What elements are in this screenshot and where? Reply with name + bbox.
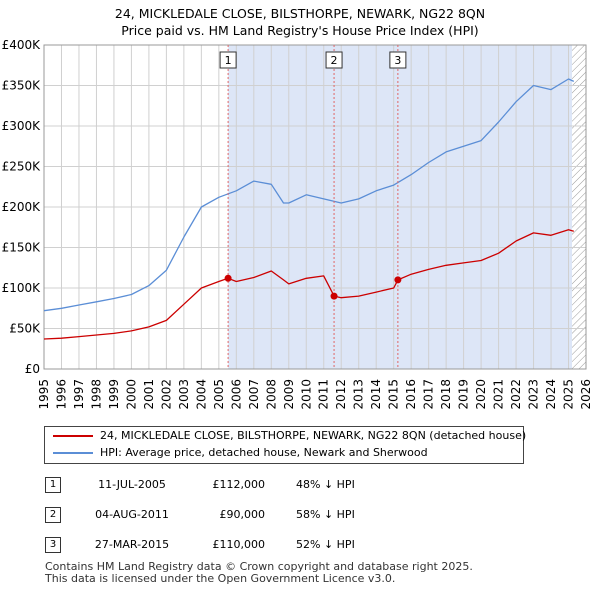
- x-tick-label: 2026: [579, 379, 593, 410]
- sale-number-badge: 2: [45, 507, 61, 523]
- sale-hpi-diff: 58% ↓ HPI: [296, 508, 355, 521]
- chart-legend: 24, MICKLEDALE CLOSE, BILSTHORPE, NEWARK…: [44, 426, 527, 464]
- y-tick-label: £50K: [9, 322, 41, 336]
- y-tick-label: £150K: [2, 241, 42, 255]
- footer-copyright: Contains HM Land Registry data © Crown c…: [45, 560, 473, 573]
- x-tick-label: 2016: [404, 379, 418, 410]
- x-tick-label: 2025: [562, 379, 576, 410]
- x-tick-label: 1996: [54, 379, 68, 410]
- sale-row: 3 27-MAR-2015 £110,000 52% ↓ HPI: [0, 537, 600, 557]
- chart-subtitle: Price paid vs. HM Land Registry's House …: [121, 23, 479, 38]
- x-tick-label: 2017: [422, 379, 436, 410]
- footer-licence: This data is licensed under the Open Gov…: [45, 572, 396, 585]
- price-chart: £0 £50K £100K £150K £200K £250K £300K £350K £400…: [2, 38, 593, 410]
- legend-swatch-property: [53, 435, 93, 437]
- sale-marker-box: [325, 51, 343, 69]
- x-tick-label: 2014: [369, 379, 383, 410]
- x-tick-label: 1995: [37, 379, 51, 410]
- x-tick-label: 2022: [509, 379, 523, 410]
- x-tick-label: 2003: [177, 379, 191, 410]
- property-price-line: [43, 229, 574, 340]
- y-tick-label: £0: [25, 362, 40, 376]
- x-tick-label: 2012: [334, 379, 348, 410]
- y-tick-label: £400K: [2, 38, 42, 52]
- x-tick-label: 2005: [212, 379, 226, 410]
- sale-price: £112,000: [212, 478, 266, 491]
- sale-marker-label: 2: [331, 54, 338, 67]
- sale-hpi-diff: 48% ↓ HPI: [296, 478, 355, 491]
- sale-marker-box: [219, 51, 237, 69]
- x-tick-label: 2021: [492, 379, 506, 410]
- x-tick-label: 1999: [107, 379, 121, 410]
- hpi-line: [43, 78, 575, 312]
- y-tick-label: £300K: [2, 119, 42, 133]
- x-tick-label: 2001: [142, 379, 156, 410]
- sale-marker-label: 3: [394, 54, 401, 67]
- x-tick-label: 2000: [124, 379, 138, 410]
- x-tick-label: 2006: [229, 379, 243, 410]
- sale-price: £90,000: [219, 508, 266, 521]
- legend-label-property: 24, MICKLEDALE CLOSE, BILSTHORPE, NEWARK…: [100, 429, 527, 442]
- sale-row: 2 04-AUG-2011 £90,000 58% ↓ HPI: [0, 507, 600, 527]
- x-tick-label: 2020: [474, 379, 488, 410]
- x-tick-label: 2004: [194, 379, 208, 410]
- x-tick-label: 2009: [282, 379, 296, 410]
- x-tick-label: 2007: [247, 379, 261, 410]
- legend-swatch-hpi: [53, 452, 93, 454]
- y-tick-label: £350K: [2, 79, 42, 93]
- x-tick-label: 2018: [439, 379, 453, 410]
- sale-point: [224, 274, 232, 282]
- sale-date: 04-AUG-2011: [95, 508, 169, 521]
- x-tick-label: 2011: [317, 379, 331, 410]
- sale-hpi-diff: 52% ↓ HPI: [296, 538, 355, 551]
- y-tick-label: £250K: [2, 160, 42, 174]
- x-tick-label: 2002: [159, 379, 173, 410]
- sale-point: [394, 276, 402, 284]
- legend-label-hpi: HPI: Average price, detached house, Newa…: [100, 446, 428, 459]
- sale-marker-box: [389, 51, 407, 69]
- x-tick-label: 2010: [299, 379, 313, 410]
- sale-marker-label: 1: [225, 54, 232, 67]
- sale-number-badge: 1: [45, 477, 61, 493]
- sale-date: 27-MAR-2015: [94, 538, 170, 551]
- y-tick-label: £200K: [2, 200, 42, 214]
- sale-number-badge: 3: [45, 537, 61, 553]
- x-tick-label: 2008: [264, 379, 278, 410]
- y-tick-label: £100K: [2, 281, 42, 295]
- x-tick-label: 2023: [527, 379, 541, 410]
- sale-point: [330, 292, 338, 300]
- sale-row: 1 11-JUL-2005 £112,000 48% ↓ HPI: [0, 477, 600, 497]
- x-tick-label: 2013: [352, 379, 366, 410]
- sale-date: 11-JUL-2005: [98, 478, 166, 491]
- plot-frame: [43, 44, 587, 370]
- chart-title: 24, MICKLEDALE CLOSE, BILSTHORPE, NEWARK…: [114, 6, 486, 21]
- x-tick-label: 1998: [89, 379, 103, 410]
- x-tick-label: 1997: [72, 379, 86, 410]
- sale-price: £110,000: [212, 538, 266, 551]
- x-tick-label: 2024: [544, 379, 558, 410]
- x-tick-label: 2015: [387, 379, 401, 410]
- x-tick-label: 2019: [457, 379, 471, 410]
